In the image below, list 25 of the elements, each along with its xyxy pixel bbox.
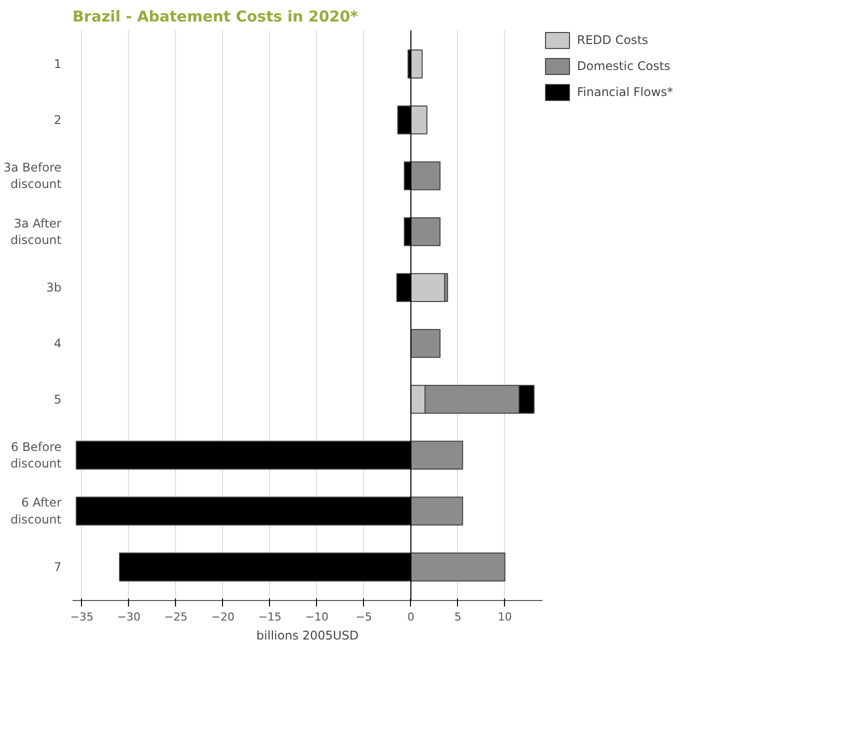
y-tick-label: 5 xyxy=(54,392,62,406)
x-axis-title: billions 2005USD xyxy=(256,628,359,642)
x-tick-label: −25 xyxy=(164,610,188,624)
x-tick-label: −30 xyxy=(117,610,141,624)
y-tick-label: 3a Before discount xyxy=(3,160,62,192)
y-tick-label: 6 After discount xyxy=(10,496,62,526)
y-tick-label: 6 Before discount xyxy=(10,440,62,471)
legend-label: Domestic Costs xyxy=(577,59,670,73)
x-tick-label: −35 xyxy=(70,610,94,624)
legend-label: Financial Flows* xyxy=(577,85,674,99)
x-tick-label: −20 xyxy=(211,610,235,624)
chart-title: Brazil - Abatement Costs in 2020* xyxy=(72,8,358,26)
y-tick-label: 3a After discount xyxy=(10,216,62,248)
y-tick-label: 1 xyxy=(54,57,62,72)
x-tick-label: 10 xyxy=(498,610,512,624)
y-tick-label: 7 xyxy=(54,560,62,574)
x-tick-label: −15 xyxy=(258,610,282,624)
x-tick-label: 5 xyxy=(454,610,462,624)
y-tick-label: 2 xyxy=(54,112,62,127)
y-tick-label: 3b xyxy=(46,280,62,295)
x-tick-label: −10 xyxy=(305,610,329,624)
legend-label: REDD Costs xyxy=(577,33,648,47)
x-tick-label: 0 xyxy=(407,610,414,624)
y-tick-label: 4 xyxy=(54,336,62,350)
x-tick-label: −5 xyxy=(356,610,372,624)
